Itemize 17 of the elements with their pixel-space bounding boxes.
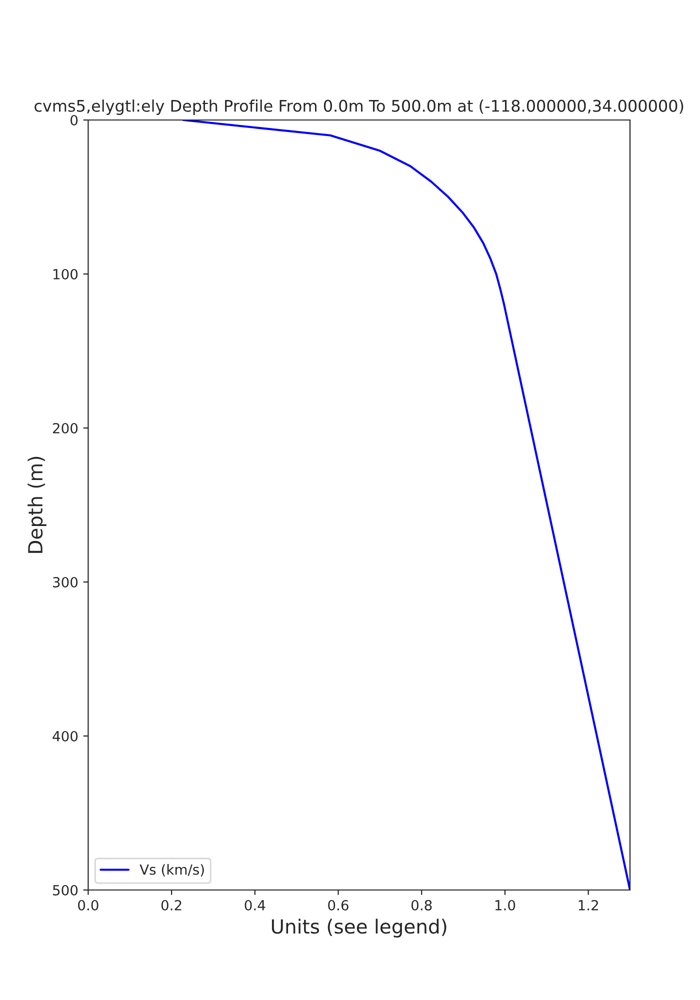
chart-title: cvms5,elygtl:ely Depth Profile From 0.0m To 500.0m at (-118.000000,34.000000): [34, 100, 684, 115]
x-tick-label: 0.6: [328, 900, 348, 910]
x-tick-label: 0.4: [244, 900, 266, 910]
x-tick-label: 0.8: [411, 900, 432, 910]
y-axis-title: Depth (m): [28, 456, 46, 553]
y-tick-label: 300: [53, 576, 78, 588]
y-tick-label: 200: [52, 422, 78, 434]
y-tick-label: 0: [70, 114, 78, 126]
y-tick-label: 500: [53, 884, 78, 896]
x-tick-label: 0.0: [78, 900, 98, 910]
legend-label: Vs (km/s): [140, 864, 204, 876]
x-tick-label: 1.2: [578, 900, 598, 910]
y-tick-label: 100: [53, 268, 78, 280]
x-tick-label: 1.0: [495, 900, 516, 910]
x-tick-label: 0.2: [161, 900, 182, 910]
x-axis-title: Units (see legend): [272, 918, 446, 938]
y-tick-label: 400: [52, 730, 78, 742]
